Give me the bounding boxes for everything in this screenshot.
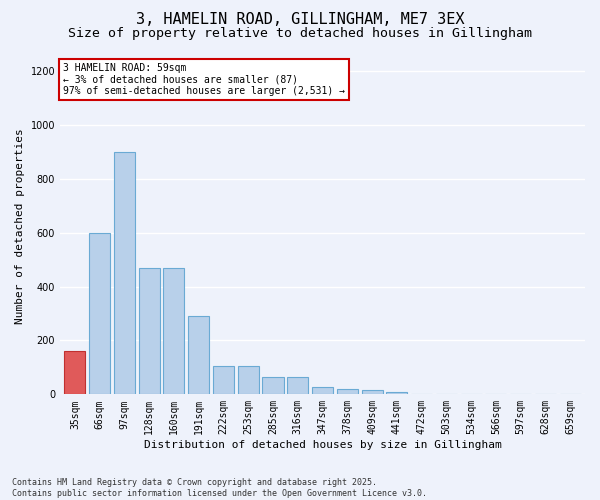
Bar xyxy=(312,387,333,394)
Text: 3 HAMELIN ROAD: 59sqm
← 3% of detached houses are smaller (87)
97% of semi-detac: 3 HAMELIN ROAD: 59sqm ← 3% of detached h… xyxy=(62,62,344,96)
Bar xyxy=(287,378,308,394)
Bar xyxy=(262,378,284,394)
Bar xyxy=(386,392,407,394)
Bar xyxy=(337,389,358,394)
Bar xyxy=(64,351,85,395)
Y-axis label: Number of detached properties: Number of detached properties xyxy=(15,128,25,324)
Bar xyxy=(114,152,135,394)
Bar xyxy=(89,232,110,394)
Bar xyxy=(213,366,234,394)
Bar xyxy=(188,316,209,394)
Bar xyxy=(163,268,184,394)
Bar xyxy=(139,268,160,394)
Bar xyxy=(238,366,259,394)
X-axis label: Distribution of detached houses by size in Gillingham: Distribution of detached houses by size … xyxy=(143,440,502,450)
Bar xyxy=(362,390,383,394)
Text: Contains HM Land Registry data © Crown copyright and database right 2025.
Contai: Contains HM Land Registry data © Crown c… xyxy=(12,478,427,498)
Text: Size of property relative to detached houses in Gillingham: Size of property relative to detached ho… xyxy=(68,28,532,40)
Text: 3, HAMELIN ROAD, GILLINGHAM, ME7 3EX: 3, HAMELIN ROAD, GILLINGHAM, ME7 3EX xyxy=(136,12,464,28)
